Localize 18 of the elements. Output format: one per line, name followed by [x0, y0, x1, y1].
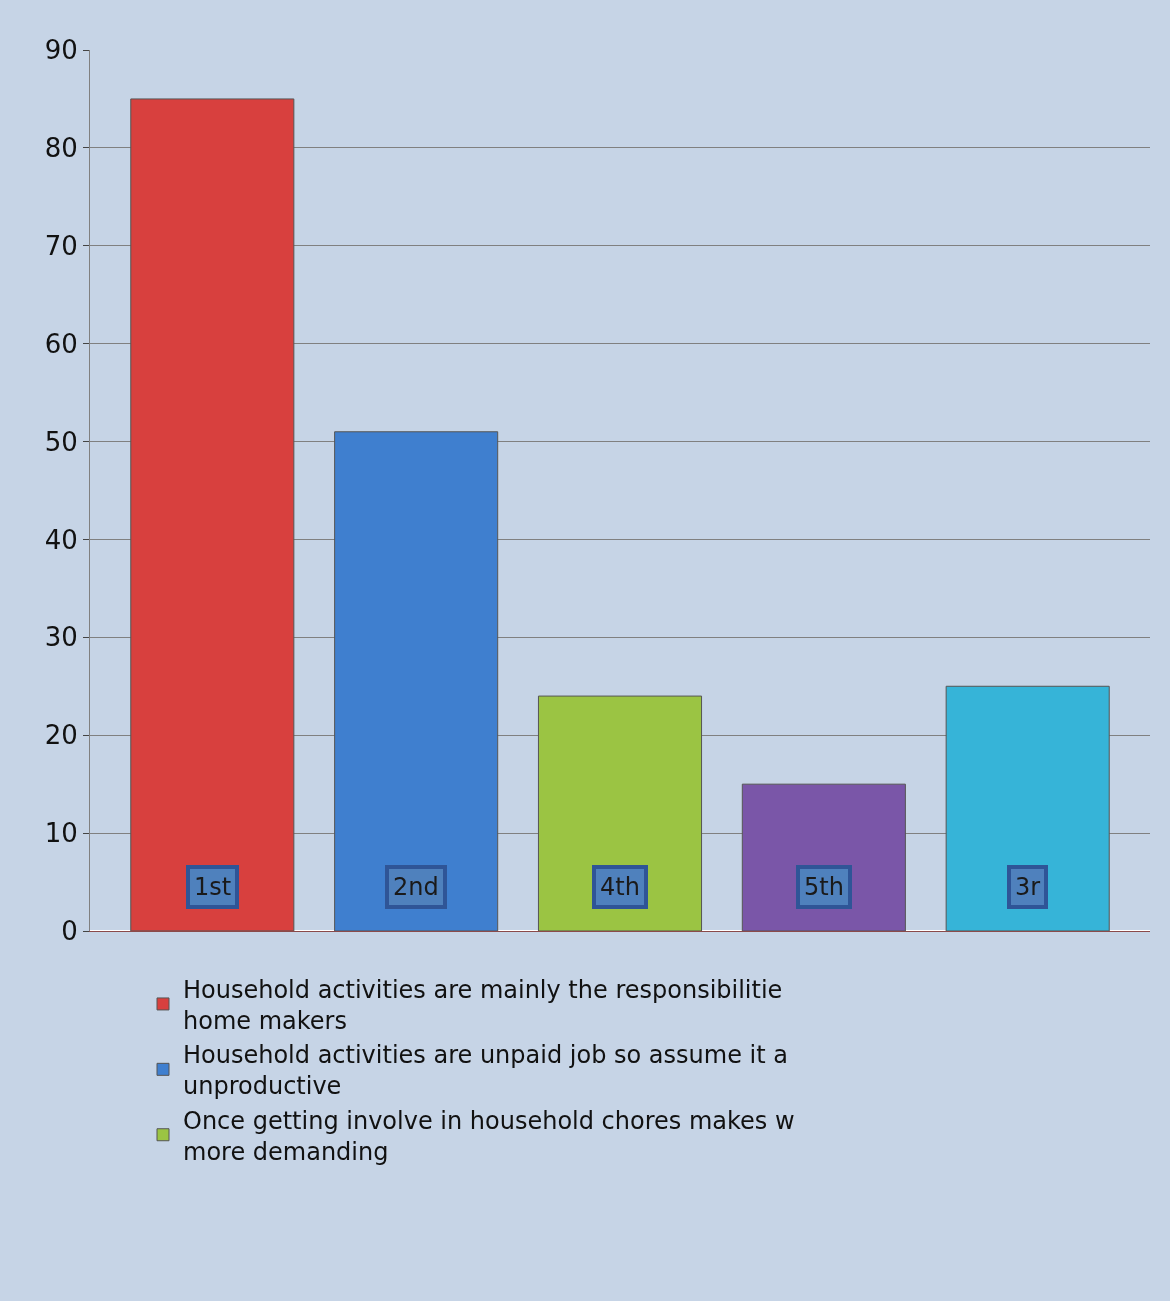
x-tick-label: 1st [194, 873, 232, 901]
y-tick-label: 70 [44, 230, 78, 261]
x-tick-label: 5th [804, 873, 844, 901]
x-tick-label: 4th [600, 873, 640, 901]
y-tick-label: 60 [44, 328, 78, 359]
x-tick-label: 3r [1015, 873, 1041, 901]
y-tick-label: 10 [44, 818, 78, 849]
y-tick-label: 40 [44, 524, 78, 555]
y-tick-label: 90 [44, 35, 78, 66]
y-tick-label: 50 [44, 426, 78, 457]
y-tick-label: 30 [44, 622, 78, 653]
y-tick-label: 20 [44, 720, 78, 751]
legend-label: Household activities are unpaid job so assume it a unproductive [183, 1041, 788, 1101]
y-tick-label: 0 [61, 916, 78, 947]
legend-label: Household activities are mainly the responsibilitie home makers [183, 975, 783, 1035]
y-tick-label: 80 [44, 132, 78, 163]
legend-label: Once getting involve in household chores makes w more demanding [183, 1106, 795, 1166]
x-tick-label: 2nd [393, 873, 439, 901]
